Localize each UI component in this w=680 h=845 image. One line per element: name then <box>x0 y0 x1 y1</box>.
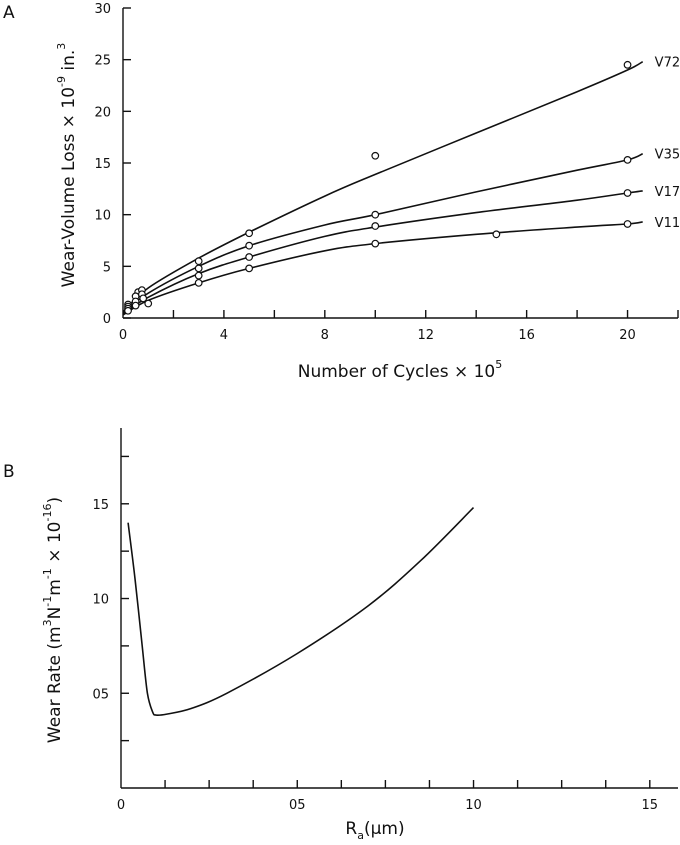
data-point-v17 <box>139 294 148 303</box>
wear-rate-curve <box>127 507 475 717</box>
data-point-v35 <box>623 155 632 164</box>
panel-a-series-labels: V72 V35 V17 V11 <box>655 56 680 231</box>
panel-b-ticks: 0 05 10 15 05 10 15 <box>92 455 659 813</box>
panel-b-axes <box>120 428 678 789</box>
data-point-v72 <box>623 60 632 69</box>
panel-a-y-tick-label: 10 <box>94 209 111 224</box>
data-point-v11 <box>492 230 501 239</box>
panel-b-letter: B <box>3 462 15 482</box>
data-point-v17 <box>371 222 380 230</box>
series-label-v35: V35 <box>655 148 680 163</box>
panel-a-x-tick-label: 0 <box>119 328 127 343</box>
panel-a-x-axis-label: Number of Cycles × 105 <box>298 358 502 382</box>
panel-b-y-axis-label: Wear Rate (m3N-1m-1 × 10-16) <box>41 497 65 743</box>
data-point-v11 <box>194 278 203 287</box>
panel-a-letter: A <box>3 3 15 23</box>
series-label-v17: V17 <box>655 185 680 200</box>
panel-a-x-tick-label: 16 <box>518 328 535 343</box>
panel-a-y-tick-label: 0 <box>103 312 111 327</box>
data-point-v11 <box>144 299 153 308</box>
panel-a-curves <box>122 61 644 316</box>
data-point-v72 <box>371 151 380 160</box>
series-label-v72: V72 <box>655 56 680 71</box>
panel-b-y-tick-label: 10 <box>92 593 109 608</box>
panel-a-y-tick-label: 25 <box>94 54 111 69</box>
data-point-v35 <box>245 241 254 250</box>
series-label-v11: V11 <box>655 216 680 231</box>
data-point-v35 <box>194 264 203 273</box>
panel-a-ticks: 0 4 8 12 16 20 0 5 10 15 20 25 30 <box>94 2 679 343</box>
panel-a-y-tick-label: 15 <box>94 157 111 172</box>
data-point-v11 <box>124 306 132 315</box>
panel-b-chart: B 0 05 10 15 05 10 15 Ra(μm) Wear Rate (m3N-1m… <box>3 428 678 842</box>
panel-a-points <box>124 60 632 315</box>
panel-a-x-tick-label: 12 <box>417 328 434 343</box>
panel-b-curves <box>127 507 475 717</box>
panel-b-x-tick-label: 05 <box>289 798 306 813</box>
data-point-v17 <box>245 253 254 261</box>
panel-a-x-tick-label: 4 <box>220 328 228 343</box>
data-point-v17 <box>623 189 632 197</box>
data-point-v72 <box>194 257 203 266</box>
series-line-v35 <box>122 152 644 314</box>
panel-b-x-tick-label: 15 <box>642 798 659 813</box>
panel-a-y-axis-label: Wear-Volume Loss × 10-9 in.3 <box>55 43 79 288</box>
series-line-v11 <box>122 221 643 316</box>
series-line-v17 <box>122 190 643 315</box>
data-point-v72 <box>245 229 254 238</box>
panel-a-chart: A 0 4 8 12 16 20 0 5 10 15 20 25 30 V72 V35 V17 V11 Num… <box>3 2 680 382</box>
panel-b-y-tick-label: 15 <box>92 498 109 513</box>
panel-a-y-tick-label: 30 <box>94 2 111 17</box>
data-point-v11 <box>131 301 140 310</box>
panel-a-y-tick-label: 20 <box>94 105 111 120</box>
panel-a-x-tick-label: 8 <box>321 328 329 343</box>
panel-b-x-tick-label: 10 <box>465 798 482 813</box>
data-point-v11 <box>371 239 380 248</box>
series-line-v72 <box>122 61 644 313</box>
data-point-v35 <box>371 210 380 219</box>
panel-b-y-tick-label: 05 <box>92 687 109 702</box>
data-point-v17 <box>194 271 203 280</box>
data-point-v11 <box>623 220 632 228</box>
data-point-v11 <box>245 264 254 273</box>
panel-b-x-tick-label: 0 <box>117 798 125 813</box>
panel-b-x-axis-label: Ra(μm) <box>345 819 404 842</box>
panel-a-y-tick-label: 5 <box>103 260 111 275</box>
panel-a-x-tick-label: 20 <box>619 328 636 343</box>
